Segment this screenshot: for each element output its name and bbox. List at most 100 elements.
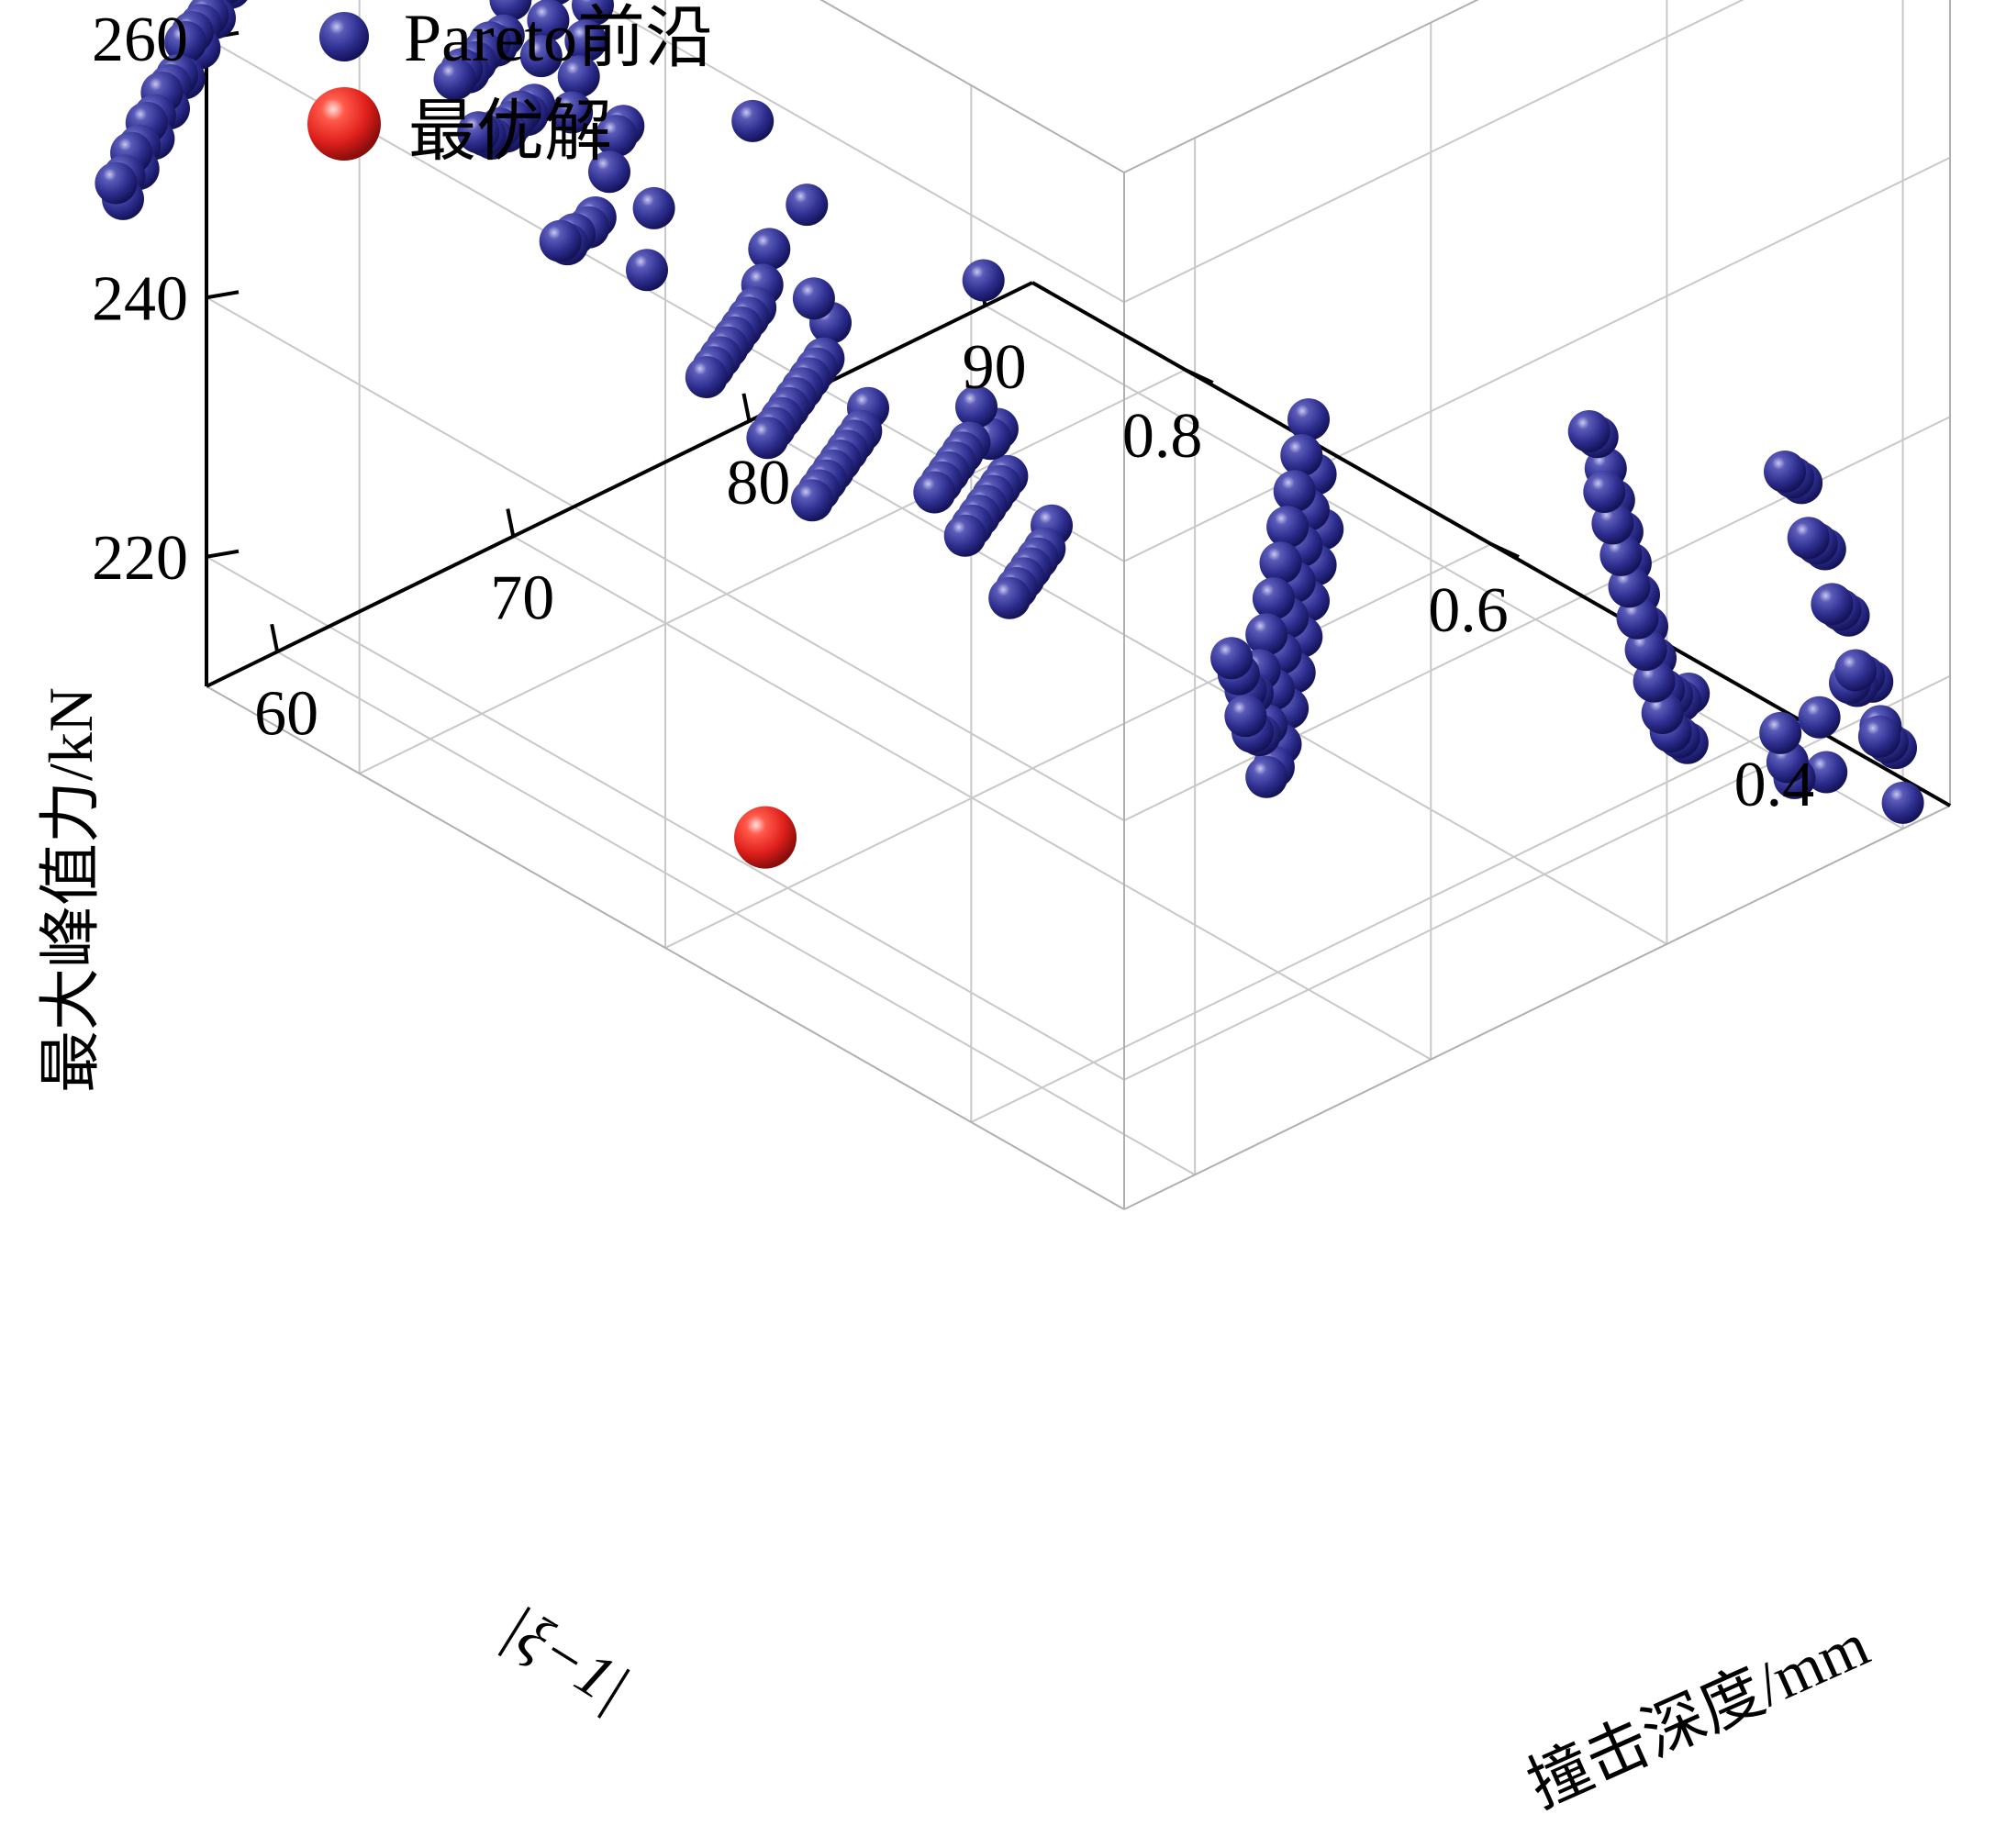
pareto-point [539,219,582,262]
pareto-point [1881,781,1924,824]
optimal-point-layer [734,806,797,869]
pareto-point [632,186,675,229]
pareto-point [551,91,594,134]
pareto-point [1805,751,1848,794]
pareto-point [1567,410,1610,452]
pareto-point [1787,517,1830,560]
pareto-point [1245,755,1288,798]
pareto-point [1280,434,1323,477]
pareto-point [1287,398,1330,441]
pareto-point [685,356,728,398]
y-tick-label: 90 [963,332,1027,403]
grid-line [512,535,1432,1061]
legend-label-optimal: 最优解 [408,95,612,170]
pareto-point [626,249,668,292]
pareto-point [1599,533,1643,576]
grid-line [748,419,1667,945]
pareto-point [1811,583,1854,626]
pareto-point [1641,692,1684,734]
pareto-point [955,385,998,429]
y-tick-mark [270,623,280,652]
z-tick-mark [206,549,240,559]
x-tick-label: 0.8 [1122,401,1203,472]
pareto-point [943,514,986,557]
pareto-point [1759,711,1802,754]
pareto-point [457,111,500,154]
grid-line [664,543,1492,949]
legend-marker-pareto [319,12,369,61]
y-tick-label: 60 [254,678,318,749]
pareto-point [588,150,630,194]
x-tick-mark [1490,542,1520,559]
pareto-point [962,259,1005,302]
x-tick-label: 0.4 [1734,750,1815,820]
pareto-point [527,0,570,42]
x-axis-label: |ξ−1| [491,1591,641,1721]
pareto-point [1259,541,1302,584]
pareto-point [1633,660,1676,703]
y-axis-line [206,281,1033,688]
axis-frame [205,0,1951,1210]
pareto-point [792,277,835,320]
y-tick-label: 80 [726,448,790,518]
grid-lines [206,0,1951,1176]
y-tick-mark [506,508,516,537]
grid-line [1123,674,1951,1081]
z-tick-label: 240 [92,263,188,334]
pareto-point [786,184,829,227]
data-points [95,0,1924,824]
grid-line [276,651,1196,1176]
legend: Pareto前沿 最优解 [307,1,713,170]
pareto-point [1273,470,1316,513]
pareto-point [1224,695,1267,738]
pareto-point [1624,629,1667,672]
pareto-point [572,0,614,27]
pareto-point [1764,451,1806,493]
pareto-point [1583,471,1626,513]
frame-edge [206,685,1125,1210]
pareto-point [1266,506,1310,549]
pareto-point [95,161,138,205]
frame-edge [1123,805,1951,1210]
grid-line [359,369,1187,774]
x-tick-mark [1184,368,1214,384]
pareto-point [1857,715,1900,758]
optimal-point [734,806,797,869]
pareto-point [731,99,775,142]
z-tick-mark [206,290,240,300]
grid-line [985,305,1904,830]
pareto-point [1608,565,1651,608]
pareto-point [1245,613,1288,656]
pareto-point [595,115,638,158]
y-tick-label: 70 [490,563,554,634]
pareto-point [913,471,956,514]
grid-line [970,718,1798,1123]
pareto-point [557,55,600,98]
pareto-point [791,479,833,522]
pareto-point [1834,649,1878,692]
pareto-point [433,58,476,101]
z-tick-label: 220 [92,523,188,594]
y-tick-mark [741,393,752,422]
x-tick-label: 0.6 [1428,575,1509,646]
grid-line [1123,156,1951,562]
pareto-point [746,417,789,460]
legend-label-pareto: Pareto前沿 [404,1,713,76]
frame-edge [819,0,1125,173]
pareto-point [1798,696,1841,739]
z-axis-label: 最大峰值力/kN [36,687,106,1093]
pareto-point [164,20,207,63]
y-axis-label: 撞击深度/mm [1518,1609,1878,1821]
pareto-point [1591,502,1634,545]
pareto-point [519,35,563,78]
legend-marker-optimal [307,87,381,161]
pareto-point [1616,596,1659,640]
pareto-point [748,228,791,271]
frame-edge [1123,0,1479,173]
pareto-point [564,19,607,62]
pareto-point [988,576,1031,619]
z-tick-label: 260 [92,5,188,75]
tick-labels: 220240260280607080900.80.60.4 [92,5,1815,820]
pareto-point [1252,577,1295,620]
